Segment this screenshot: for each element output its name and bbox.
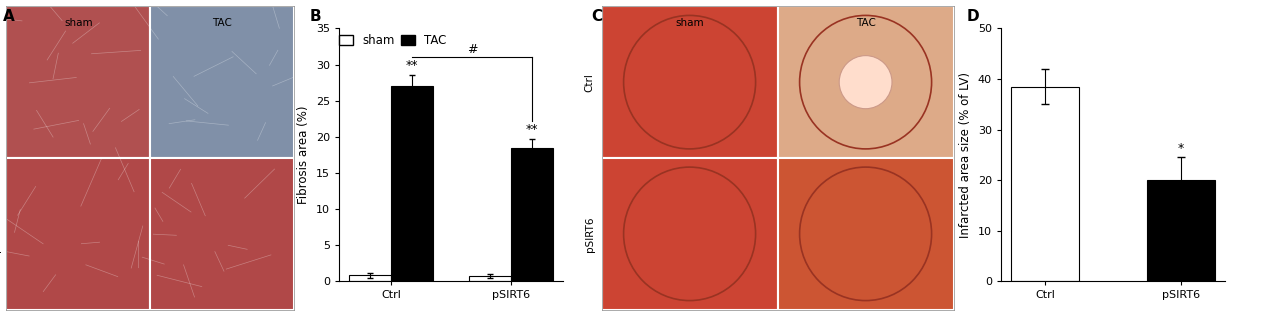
Ellipse shape xyxy=(800,167,932,301)
Text: sham: sham xyxy=(676,18,704,28)
Bar xyxy=(6,158,151,310)
Text: pSIRT6: pSIRT6 xyxy=(585,216,594,252)
Text: C: C xyxy=(591,9,603,24)
Bar xyxy=(349,276,392,281)
Text: Ctrl: Ctrl xyxy=(585,73,594,92)
Bar xyxy=(392,86,433,281)
Y-axis label: Fibrosis area (%): Fibrosis area (%) xyxy=(297,106,311,204)
Bar xyxy=(511,148,553,281)
Legend: sham, TAC: sham, TAC xyxy=(334,29,452,52)
Bar xyxy=(602,6,777,158)
Ellipse shape xyxy=(840,56,892,109)
Y-axis label: Infarcted area size (% of LV): Infarcted area size (% of LV) xyxy=(959,72,973,238)
Bar xyxy=(602,158,777,310)
Text: **: ** xyxy=(526,123,539,136)
Ellipse shape xyxy=(623,15,755,149)
Bar xyxy=(777,6,954,158)
Bar xyxy=(777,158,954,310)
Text: TAC: TAC xyxy=(212,18,233,28)
Text: D: D xyxy=(966,9,979,24)
Bar xyxy=(1147,180,1215,281)
Text: *: * xyxy=(1178,142,1184,155)
Text: sham: sham xyxy=(64,18,92,28)
Bar xyxy=(6,6,151,158)
Bar xyxy=(151,6,294,158)
Bar xyxy=(1011,87,1079,281)
Text: A: A xyxy=(3,9,14,24)
Text: TAC: TAC xyxy=(855,18,876,28)
Text: #: # xyxy=(467,43,477,56)
Ellipse shape xyxy=(623,167,755,301)
Bar xyxy=(470,276,511,281)
Text: **: ** xyxy=(406,59,419,72)
Ellipse shape xyxy=(800,15,932,149)
Bar xyxy=(151,158,294,310)
Text: B: B xyxy=(310,9,321,24)
